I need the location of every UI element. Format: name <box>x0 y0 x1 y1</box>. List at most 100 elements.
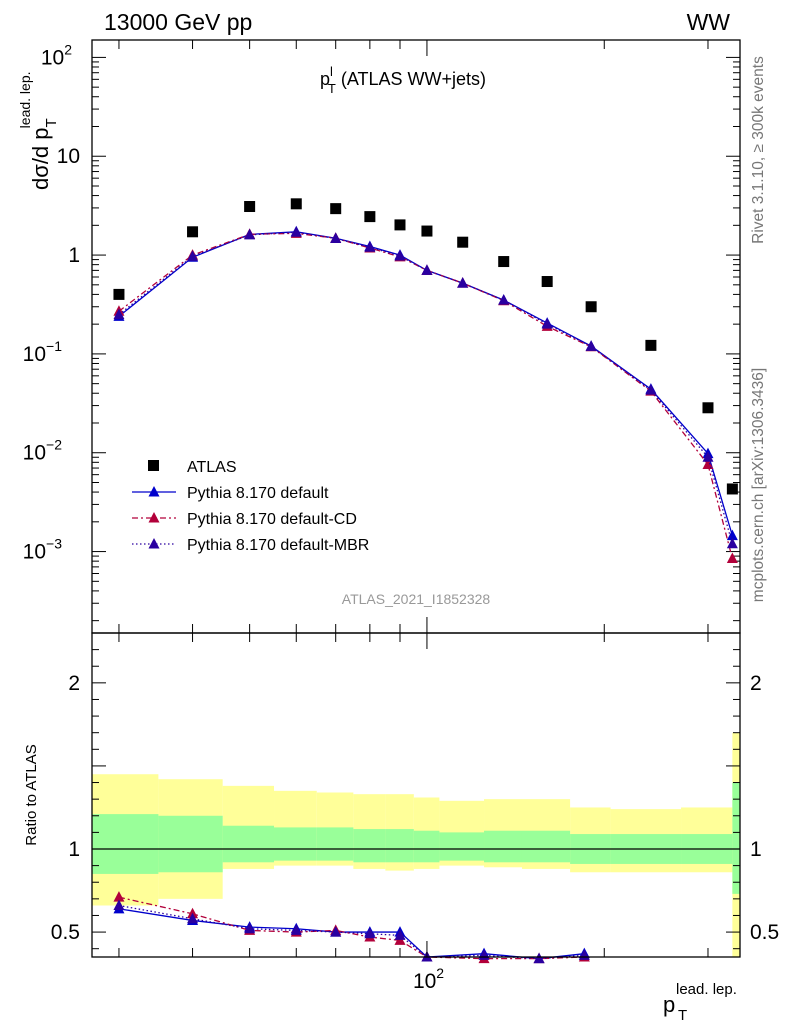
ratio-point <box>394 929 406 940</box>
ratio-series-2 <box>113 899 590 964</box>
legend-marker <box>148 460 159 471</box>
ratio-point <box>290 924 302 935</box>
series-3 <box>113 226 738 549</box>
data-point <box>364 211 376 223</box>
band-segment <box>158 815 223 873</box>
y-tick-label: 10−2 <box>23 437 63 465</box>
analysis-watermark: ATLAS_2021_I1852328 <box>342 591 491 607</box>
data-point <box>394 249 406 261</box>
series-line <box>118 232 733 559</box>
legend-item-1: Pythia 8.170 default <box>132 485 329 502</box>
data-point <box>290 226 302 237</box>
band-segment <box>92 814 159 874</box>
series-line <box>118 231 733 544</box>
data-point <box>726 537 738 549</box>
ratio-point <box>330 926 342 937</box>
data-point <box>244 201 256 213</box>
x-tick-label: 102 <box>413 965 444 993</box>
ratio-y-tick-label-right: 1 <box>750 838 762 861</box>
data-point <box>585 301 597 313</box>
ratio-series-1 <box>113 891 590 964</box>
data-point <box>330 203 342 215</box>
y-tick-label: 102 <box>41 41 72 69</box>
data-point <box>244 228 256 240</box>
plot-title: pl T (ATLAS WW+jets) <box>320 64 486 96</box>
band-segment <box>316 827 354 861</box>
data-point <box>702 451 714 462</box>
header-energy: 13000 GeV pp <box>104 9 252 35</box>
legend-item-2: Pythia 8.170 default-CD <box>132 511 357 528</box>
band-segment <box>439 832 485 861</box>
ratio-plot: 0.5 0.5 1 1 2 2 102 <box>51 632 779 993</box>
data-point <box>702 402 714 414</box>
ratio-y-tick-label-right: 0.5 <box>750 921 779 944</box>
ratio-y-tick-label: 1 <box>68 838 80 861</box>
data-point <box>113 308 125 320</box>
legend-marker <box>148 512 160 523</box>
ratio-point <box>533 952 545 964</box>
data-point <box>457 236 469 248</box>
data-point <box>726 483 738 495</box>
mcplots-label: mcplots.cern.ch [arXiv:1306.3436] <box>750 368 767 602</box>
svg-text:p: p <box>663 992 675 1017</box>
ratio-point <box>244 922 256 934</box>
band-segment <box>385 829 414 863</box>
rivet-label: Rivet 3.1.10, ≥ 300k events <box>750 56 767 244</box>
legend-label: ATLAS <box>187 459 237 476</box>
data-point <box>541 318 553 329</box>
data-point <box>421 264 433 275</box>
ratio-series-0 <box>113 902 590 964</box>
ratio-point <box>113 891 125 902</box>
data-point <box>585 340 597 351</box>
y-tick-label: 1 <box>68 244 80 267</box>
data-point <box>702 458 714 470</box>
data-point <box>187 226 199 238</box>
legend-marker <box>148 486 160 497</box>
x-axis-label: p T lead. lep. <box>663 981 737 1024</box>
legend-label: Pythia 8.170 default-MBR <box>187 537 369 554</box>
band-segment <box>353 829 386 863</box>
ratio-y-tick-label-right: 2 <box>750 672 762 695</box>
data-point <box>498 294 510 305</box>
ratio-point <box>187 912 199 924</box>
legend-item-3: Pythia 8.170 default-MBR <box>132 537 369 554</box>
ratio-line <box>118 896 585 960</box>
data-point <box>457 277 469 288</box>
band-segment <box>274 827 317 861</box>
ratio-y-axis-label: Ratio to ATLAS <box>23 744 40 845</box>
data-point <box>330 232 342 244</box>
y-axis-label: dσ/d pTlead. lep. <box>17 71 60 190</box>
legend-label: Pythia 8.170 default-CD <box>187 511 357 528</box>
data-point <box>113 288 125 300</box>
data-point <box>364 241 376 252</box>
svg-text:lead. lep.: lead. lep. <box>676 981 737 998</box>
data-point <box>645 384 657 395</box>
legend-marker <box>148 538 160 549</box>
ratio-point <box>113 899 125 910</box>
ratio-y-tick-label: 2 <box>68 672 80 695</box>
header-process: WW <box>687 9 731 35</box>
data-point <box>421 225 433 237</box>
ratio-y-tick-label: 0.5 <box>51 921 80 944</box>
legend-label: Pythia 8.170 default <box>187 485 329 502</box>
data-point <box>394 219 406 231</box>
legend-item-0: ATLAS <box>148 459 237 476</box>
ratio-point <box>364 927 376 939</box>
series-0 <box>113 198 738 495</box>
data-point <box>726 529 738 541</box>
band-segment <box>521 830 571 863</box>
ratio-frame <box>91 632 741 958</box>
data-point <box>498 256 510 268</box>
band-segment <box>484 830 522 863</box>
y-tick-label: 10−1 <box>23 338 63 366</box>
band-segment <box>222 825 275 863</box>
svg-text:T: T <box>678 1007 687 1024</box>
main-plot: 102 10 1 10−1 10−2 10−3 <box>23 39 741 634</box>
svg-text:dσ/d pTlead. lep.: dσ/d pTlead. lep. <box>17 71 60 190</box>
y-tick-label: 10−3 <box>23 536 63 564</box>
data-point <box>541 276 553 288</box>
band-segment <box>732 782 740 894</box>
y-tick-label: 10 <box>57 145 80 168</box>
